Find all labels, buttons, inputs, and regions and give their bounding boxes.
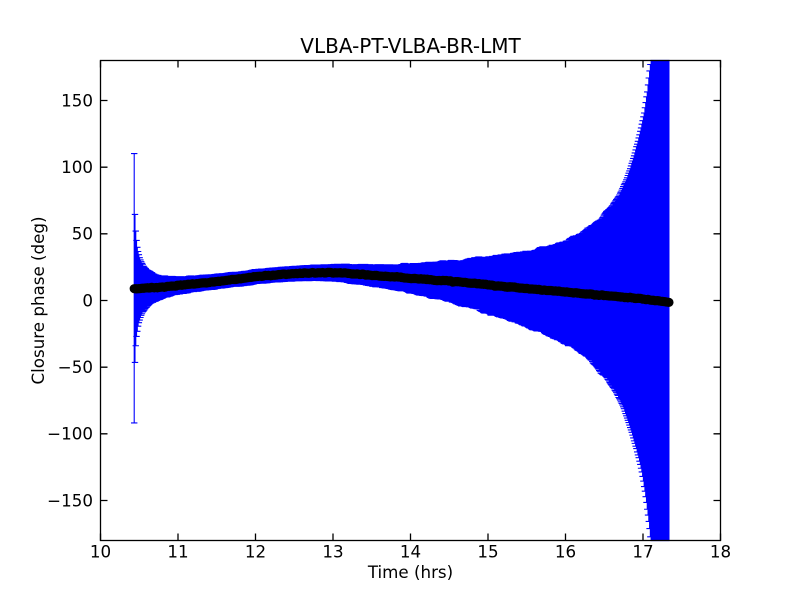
y-axis-label: Closure phase (deg) [28,217,48,385]
x-tick-label-18: 18 [710,542,731,562]
y-tick-label-50: 50 [72,224,93,244]
x-tick-label-12: 12 [245,542,266,562]
x-tick-label-17: 17 [632,542,653,562]
x-tick-label-11: 11 [167,542,188,562]
errorbar-series [131,59,670,542]
x-tick-label-10: 10 [90,542,111,562]
x-tick-label-15: 15 [477,542,498,562]
errorbar-caps [131,63,654,538]
y-tick-label-100: 100 [61,157,93,177]
data-point-markers [129,267,674,307]
x-tick-label-16: 16 [555,542,576,562]
y-tick-label-150: 150 [61,90,93,110]
marker-series [129,267,674,307]
tick-marks-path [99,60,722,541]
y-tick-label--150: −150 [47,490,93,510]
y-tick-label--100: −100 [47,424,93,444]
tick-marks [99,60,722,541]
errorbar-lines [133,59,670,542]
y-tick-label-0: 0 [82,290,93,310]
tick-labels: 10 11 12 13 14 15 16 17 18 −150 −100 −50 0 50 100 150 [47,90,731,561]
plot-area [129,59,674,542]
x-tick-label-13: 13 [322,542,343,562]
chart-title: VLBA-PT-VLBA-BR-LMT [300,34,521,58]
y-tick-label--50: −50 [58,357,93,377]
x-axis-label: Time (hrs) [367,562,453,582]
x-tick-label-14: 14 [400,542,421,562]
